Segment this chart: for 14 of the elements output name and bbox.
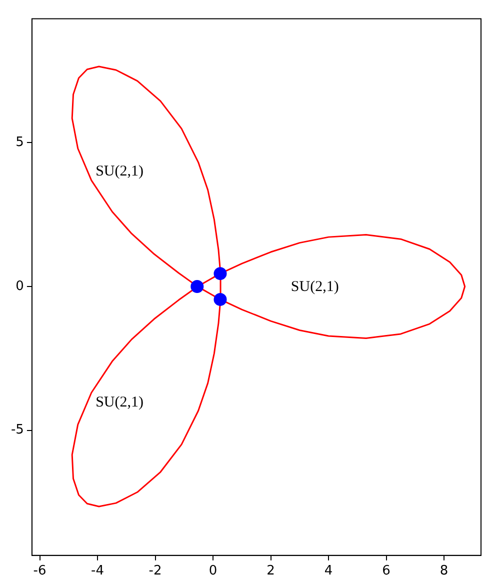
- x-tick-label: -6: [33, 564, 46, 579]
- annotation: SU(2,1): [96, 164, 144, 180]
- y-tick-label: 5: [16, 135, 24, 150]
- x-tick-label: -2: [148, 564, 162, 579]
- y-tick-label: -5: [10, 422, 24, 438]
- y-tick-label: 0: [16, 278, 24, 294]
- annotation: SU(2,1): [290, 279, 339, 296]
- x-tick-label: 6: [382, 564, 390, 579]
- annotation: SU(2,1): [96, 394, 144, 410]
- x-tick-label: 2: [266, 564, 275, 579]
- x-tick-label: 8: [440, 564, 448, 579]
- x-tick-label: 4: [324, 564, 333, 579]
- x-tick-label: -4: [91, 564, 104, 579]
- x-tick-label: 0: [208, 564, 218, 579]
